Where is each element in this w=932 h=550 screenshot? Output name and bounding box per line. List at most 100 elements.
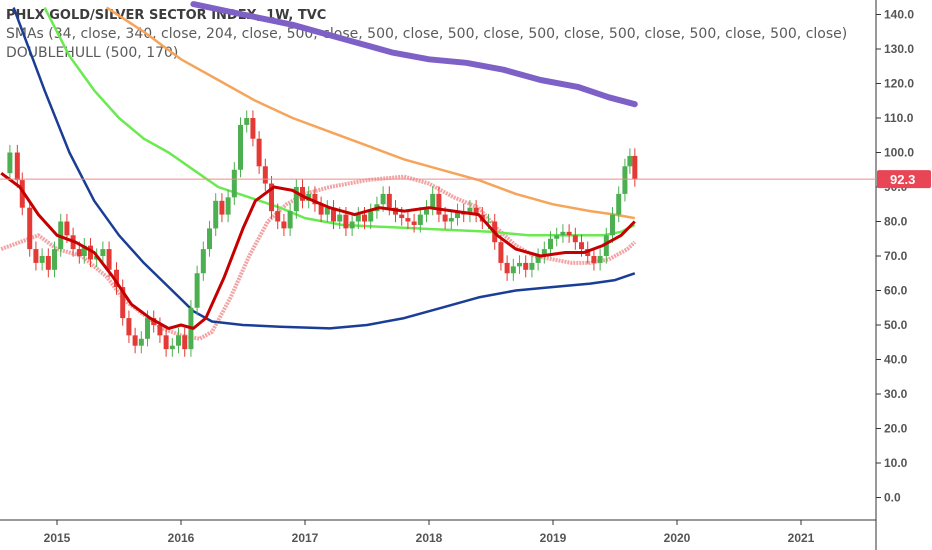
candle-body <box>504 262 510 274</box>
candle-body <box>7 152 13 174</box>
candle-body <box>616 193 622 215</box>
candle-body <box>529 262 535 270</box>
candle-body <box>455 211 461 219</box>
candle-body <box>541 249 547 256</box>
candle-body <box>442 214 448 222</box>
candle-body <box>627 155 633 167</box>
candle-body <box>610 214 616 236</box>
y-tick-label: 20.0 <box>884 422 908 436</box>
candle-body <box>312 193 318 205</box>
y-tick-label: 40.0 <box>884 353 908 367</box>
legend-title: PHLX GOLD/SILVER SECTOR INDEX, 1W, TVC <box>6 8 327 23</box>
candle-body <box>510 266 516 274</box>
candle-body <box>436 193 442 215</box>
candle-body <box>293 187 299 212</box>
candle-body <box>355 214 361 222</box>
candle-body <box>132 335 138 346</box>
candle-body <box>157 325 163 336</box>
y-tick-label: 100.0 <box>884 146 914 160</box>
legend-smas: SMAs (34, close, 340, close, 204, close,… <box>6 26 848 42</box>
candle-body <box>597 256 603 263</box>
candle-body <box>498 242 504 263</box>
hull-line <box>0 174 637 341</box>
candle-body <box>64 221 70 236</box>
y-tick-label: 60.0 <box>884 284 908 298</box>
x-tick-label: 2019 <box>540 531 567 545</box>
candle-body <box>300 187 306 201</box>
candle-body <box>27 207 33 250</box>
candle-body <box>33 249 39 263</box>
candle-body <box>262 166 268 184</box>
candle-body <box>417 214 423 225</box>
candle-body <box>281 221 287 229</box>
y-tick-label: 0.0 <box>884 491 901 505</box>
candle-body <box>275 211 281 222</box>
candle-body <box>287 211 293 229</box>
candle-body <box>548 238 554 250</box>
candle-body <box>81 245 87 256</box>
x-tick-label: 2016 <box>168 531 195 545</box>
candle-body <box>591 256 597 263</box>
candle-body <box>39 256 45 263</box>
candle-body <box>100 249 106 256</box>
candle-body <box>207 228 213 250</box>
candle-body <box>632 155 638 180</box>
candle-body <box>362 214 368 222</box>
candle-body <box>114 269 120 288</box>
sma-line-green <box>43 7 636 237</box>
candle-body <box>238 124 244 170</box>
candle-body <box>337 214 343 222</box>
candle-body <box>603 235 609 256</box>
candle-body <box>19 180 25 208</box>
candle-body <box>411 221 417 225</box>
candle-body <box>430 193 436 208</box>
sma-line-orange <box>105 6 636 220</box>
y-tick-label: 110.0 <box>884 111 914 125</box>
candle-body <box>182 335 188 350</box>
x-tick-label: 2021 <box>788 531 815 545</box>
y-tick-label: 30.0 <box>884 387 908 401</box>
candle-body <box>169 345 175 350</box>
candle-body <box>386 193 392 208</box>
x-tick-label: 2020 <box>664 531 691 545</box>
candle-body <box>76 249 82 256</box>
candle-body <box>368 211 374 222</box>
y-tick-label: 80.0 <box>884 215 908 229</box>
candle-body <box>256 138 262 167</box>
candle-body <box>225 197 231 215</box>
candle-body <box>106 249 112 270</box>
candle-body <box>535 256 541 263</box>
candle-body <box>523 262 529 270</box>
last-price-badge <box>877 170 931 189</box>
candle-body <box>250 118 256 139</box>
candle-body <box>269 183 275 212</box>
candle-body <box>244 118 250 125</box>
candle-body <box>145 318 151 339</box>
x-tick-label: 2017 <box>292 531 319 545</box>
candle-body <box>138 338 144 346</box>
y-tick-label: 70.0 <box>884 249 908 263</box>
y-tick-label: 120.0 <box>884 77 914 91</box>
candle-body <box>424 207 430 215</box>
candle-body <box>200 249 206 274</box>
candle-body <box>448 218 454 222</box>
sma-line-purple <box>190 1 638 108</box>
candle-body <box>473 207 479 215</box>
legend-doublehull: DOUBLEHULL (500, 170) <box>6 45 179 61</box>
candle-body <box>343 214 349 229</box>
candle-body <box>324 207 330 215</box>
candle-body <box>622 166 628 194</box>
candle-body <box>560 231 566 236</box>
candle-body <box>399 214 405 219</box>
sma-line-red <box>0 171 636 330</box>
candle-body <box>467 207 473 215</box>
x-tick-label: 2018 <box>416 531 443 545</box>
candle-body <box>14 152 20 181</box>
candle-body <box>579 242 585 250</box>
candle-body <box>45 256 51 270</box>
chart-legend: PHLX GOLD/SILVER SECTOR INDEX, 1W, TVC S… <box>6 6 847 63</box>
candle-body <box>517 262 523 267</box>
candle-body <box>213 200 219 229</box>
y-tick-label: 130.0 <box>884 42 914 56</box>
